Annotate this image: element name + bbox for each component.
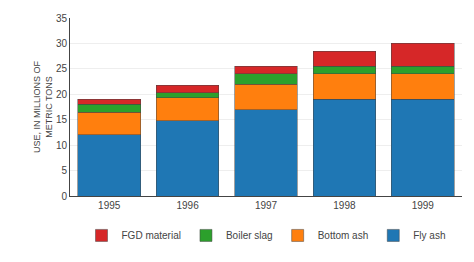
svg-text:25: 25	[56, 63, 68, 74]
svg-text:30: 30	[56, 38, 68, 49]
svg-text:Boiler slag: Boiler slag	[226, 230, 273, 241]
svg-text:10: 10	[56, 140, 68, 151]
svg-text:5: 5	[61, 165, 67, 176]
svg-text:1996: 1996	[176, 200, 199, 211]
svg-text:FGD material: FGD material	[122, 230, 181, 241]
svg-text:0: 0	[61, 191, 67, 202]
svg-text:1995: 1995	[98, 200, 121, 211]
svg-text:1999: 1999	[412, 200, 435, 211]
svg-text:1997: 1997	[255, 200, 278, 211]
svg-text:USE, IN MILLIONS OFMETRIC TONS: USE, IN MILLIONS OFMETRIC TONS	[32, 60, 54, 153]
svg-text:20: 20	[56, 89, 68, 100]
svg-text:15: 15	[56, 114, 68, 125]
svg-text:Fly ash: Fly ash	[413, 230, 445, 241]
svg-text:35: 35	[56, 13, 68, 24]
svg-text:Bottom ash: Bottom ash	[318, 230, 369, 241]
svg-text:1998: 1998	[333, 200, 356, 211]
